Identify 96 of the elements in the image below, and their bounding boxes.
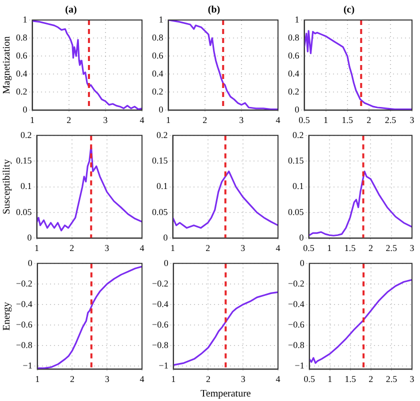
x-tick-label: 3 bbox=[410, 374, 415, 384]
y-tick-label: −0.6 bbox=[288, 319, 305, 330]
y-tick-label: 0.2 bbox=[152, 86, 164, 97]
x-tick-label: 2.5 bbox=[384, 114, 397, 125]
chart-title: (b) bbox=[208, 4, 220, 16]
x-tick-label: 3 bbox=[240, 242, 246, 253]
y-tick-label: 0.1 bbox=[156, 181, 168, 192]
x-tick-label: 4 bbox=[276, 114, 281, 125]
y-tick-label: 0.4 bbox=[288, 68, 300, 78]
x-tick-label: 2 bbox=[202, 114, 208, 125]
x-tick-label: 2 bbox=[206, 242, 210, 253]
y-tick-label: 0.8 bbox=[16, 32, 28, 42]
x-tick-label: 1.5 bbox=[344, 242, 356, 253]
x-tick-label: 3 bbox=[104, 242, 110, 253]
y-tick-label: −1 bbox=[158, 360, 168, 370]
y-tick-label: −1 bbox=[22, 360, 32, 370]
x-tick-label: 0.5 bbox=[298, 114, 310, 125]
y-tick-label: −0.8 bbox=[16, 340, 33, 350]
y-tick-label: −0.4 bbox=[288, 298, 305, 309]
y-tick-label: 0.2 bbox=[292, 130, 304, 140]
y-tick-label: 0.1 bbox=[292, 181, 304, 192]
x-tick-label: 2 bbox=[366, 114, 372, 125]
chart-title: (a) bbox=[65, 4, 77, 16]
y-tick-label: −0.2 bbox=[152, 278, 168, 288]
y-tick-label: 0.05 bbox=[152, 206, 168, 217]
y-tick-label: 0 bbox=[163, 232, 168, 243]
x-tick-label: 2 bbox=[368, 374, 374, 384]
x-tick-label: 2.5 bbox=[386, 374, 398, 384]
x-tick-label: 3 bbox=[410, 114, 415, 125]
x-tick-label: 3 bbox=[410, 242, 415, 253]
y-tick-label: 0.05 bbox=[16, 206, 32, 217]
y-axis-title: Energy bbox=[2, 302, 13, 331]
y-tick-label: 0.2 bbox=[156, 130, 168, 140]
y-tick-label: 1 bbox=[294, 14, 300, 24]
y-tick-label: 0.2 bbox=[20, 130, 32, 140]
y-tick-label: −0.2 bbox=[288, 278, 304, 288]
x-axis-title: Temperature bbox=[200, 388, 252, 400]
y-tick-label: −0.4 bbox=[16, 298, 33, 309]
y-tick-label: 0 bbox=[164, 258, 169, 268]
x-tick-label: 1 bbox=[327, 242, 332, 253]
y-tick-label: 0.05 bbox=[288, 206, 304, 217]
y-tick-label: −0.2 bbox=[16, 278, 32, 288]
y-axis-title: Susceptibility bbox=[2, 159, 13, 214]
x-tick-label: 2.5 bbox=[386, 242, 398, 253]
x-tick-label: 1 bbox=[328, 374, 332, 384]
y-tick-label: 1 bbox=[158, 14, 164, 24]
x-tick-label: 4 bbox=[140, 242, 145, 253]
x-tick-label: 4 bbox=[140, 114, 145, 125]
x-tick-label: 1 bbox=[324, 114, 328, 125]
y-tick-label: 0 bbox=[158, 104, 164, 115]
y-tick-label: 0.6 bbox=[152, 50, 164, 60]
x-tick-label: 1.5 bbox=[342, 114, 354, 125]
y-tick-label: 0.15 bbox=[288, 155, 304, 166]
chart-title: (c) bbox=[343, 4, 355, 16]
x-tick-label: 0.5 bbox=[303, 242, 315, 253]
y-tick-label: 0 bbox=[299, 232, 304, 243]
x-tick-label: 0.5 bbox=[304, 374, 316, 384]
y-tick-label: −0.6 bbox=[152, 319, 169, 330]
x-tick-label: 2 bbox=[70, 374, 74, 384]
x-tick-label: 2 bbox=[368, 242, 373, 253]
x-tick-label: 3 bbox=[104, 374, 110, 384]
y-tick-label: −0.4 bbox=[152, 298, 169, 309]
x-tick-label: 3 bbox=[239, 114, 244, 125]
y-tick-label: 0 bbox=[300, 258, 305, 268]
x-tick-label: 2 bbox=[206, 374, 210, 384]
y-axis-title: Magnetization bbox=[2, 36, 13, 94]
y-tick-label: 0.2 bbox=[16, 86, 28, 97]
x-tick-label: 2 bbox=[70, 242, 74, 253]
y-tick-label: 0.2 bbox=[288, 86, 300, 97]
y-tick-label: −0.6 bbox=[16, 319, 33, 330]
x-tick-label: 4 bbox=[276, 374, 281, 384]
y-tick-label: 0.15 bbox=[16, 155, 32, 166]
y-tick-label: 0.6 bbox=[288, 50, 300, 60]
x-tick-label: 1 bbox=[171, 374, 176, 384]
y-tick-label: 0.6 bbox=[16, 50, 28, 60]
y-tick-label: −0.8 bbox=[288, 340, 305, 350]
y-tick-label: 0 bbox=[294, 104, 300, 115]
y-tick-label: 0.15 bbox=[152, 155, 168, 166]
x-tick-label: 3 bbox=[103, 114, 108, 125]
x-tick-label: 1 bbox=[35, 374, 40, 384]
y-tick-label: 0.8 bbox=[288, 32, 300, 42]
y-tick-label: −0.8 bbox=[152, 340, 169, 350]
y-tick-label: 0 bbox=[27, 232, 32, 243]
y-tick-label: 0.1 bbox=[20, 181, 32, 192]
y-tick-label: −1 bbox=[294, 360, 304, 370]
y-tick-label: 0 bbox=[28, 258, 33, 268]
y-tick-label: 0 bbox=[22, 104, 28, 115]
y-tick-label: 1 bbox=[22, 14, 28, 24]
y-tick-label: 0.4 bbox=[16, 68, 28, 78]
x-tick-label: 2 bbox=[66, 114, 72, 125]
x-tick-label: 4 bbox=[276, 242, 281, 253]
x-tick-label: 3 bbox=[240, 374, 246, 384]
y-tick-label: 0.4 bbox=[152, 68, 164, 78]
x-tick-label: 4 bbox=[140, 374, 145, 384]
y-tick-label: 0.8 bbox=[152, 32, 164, 42]
x-tick-label: 1.5 bbox=[344, 374, 357, 384]
